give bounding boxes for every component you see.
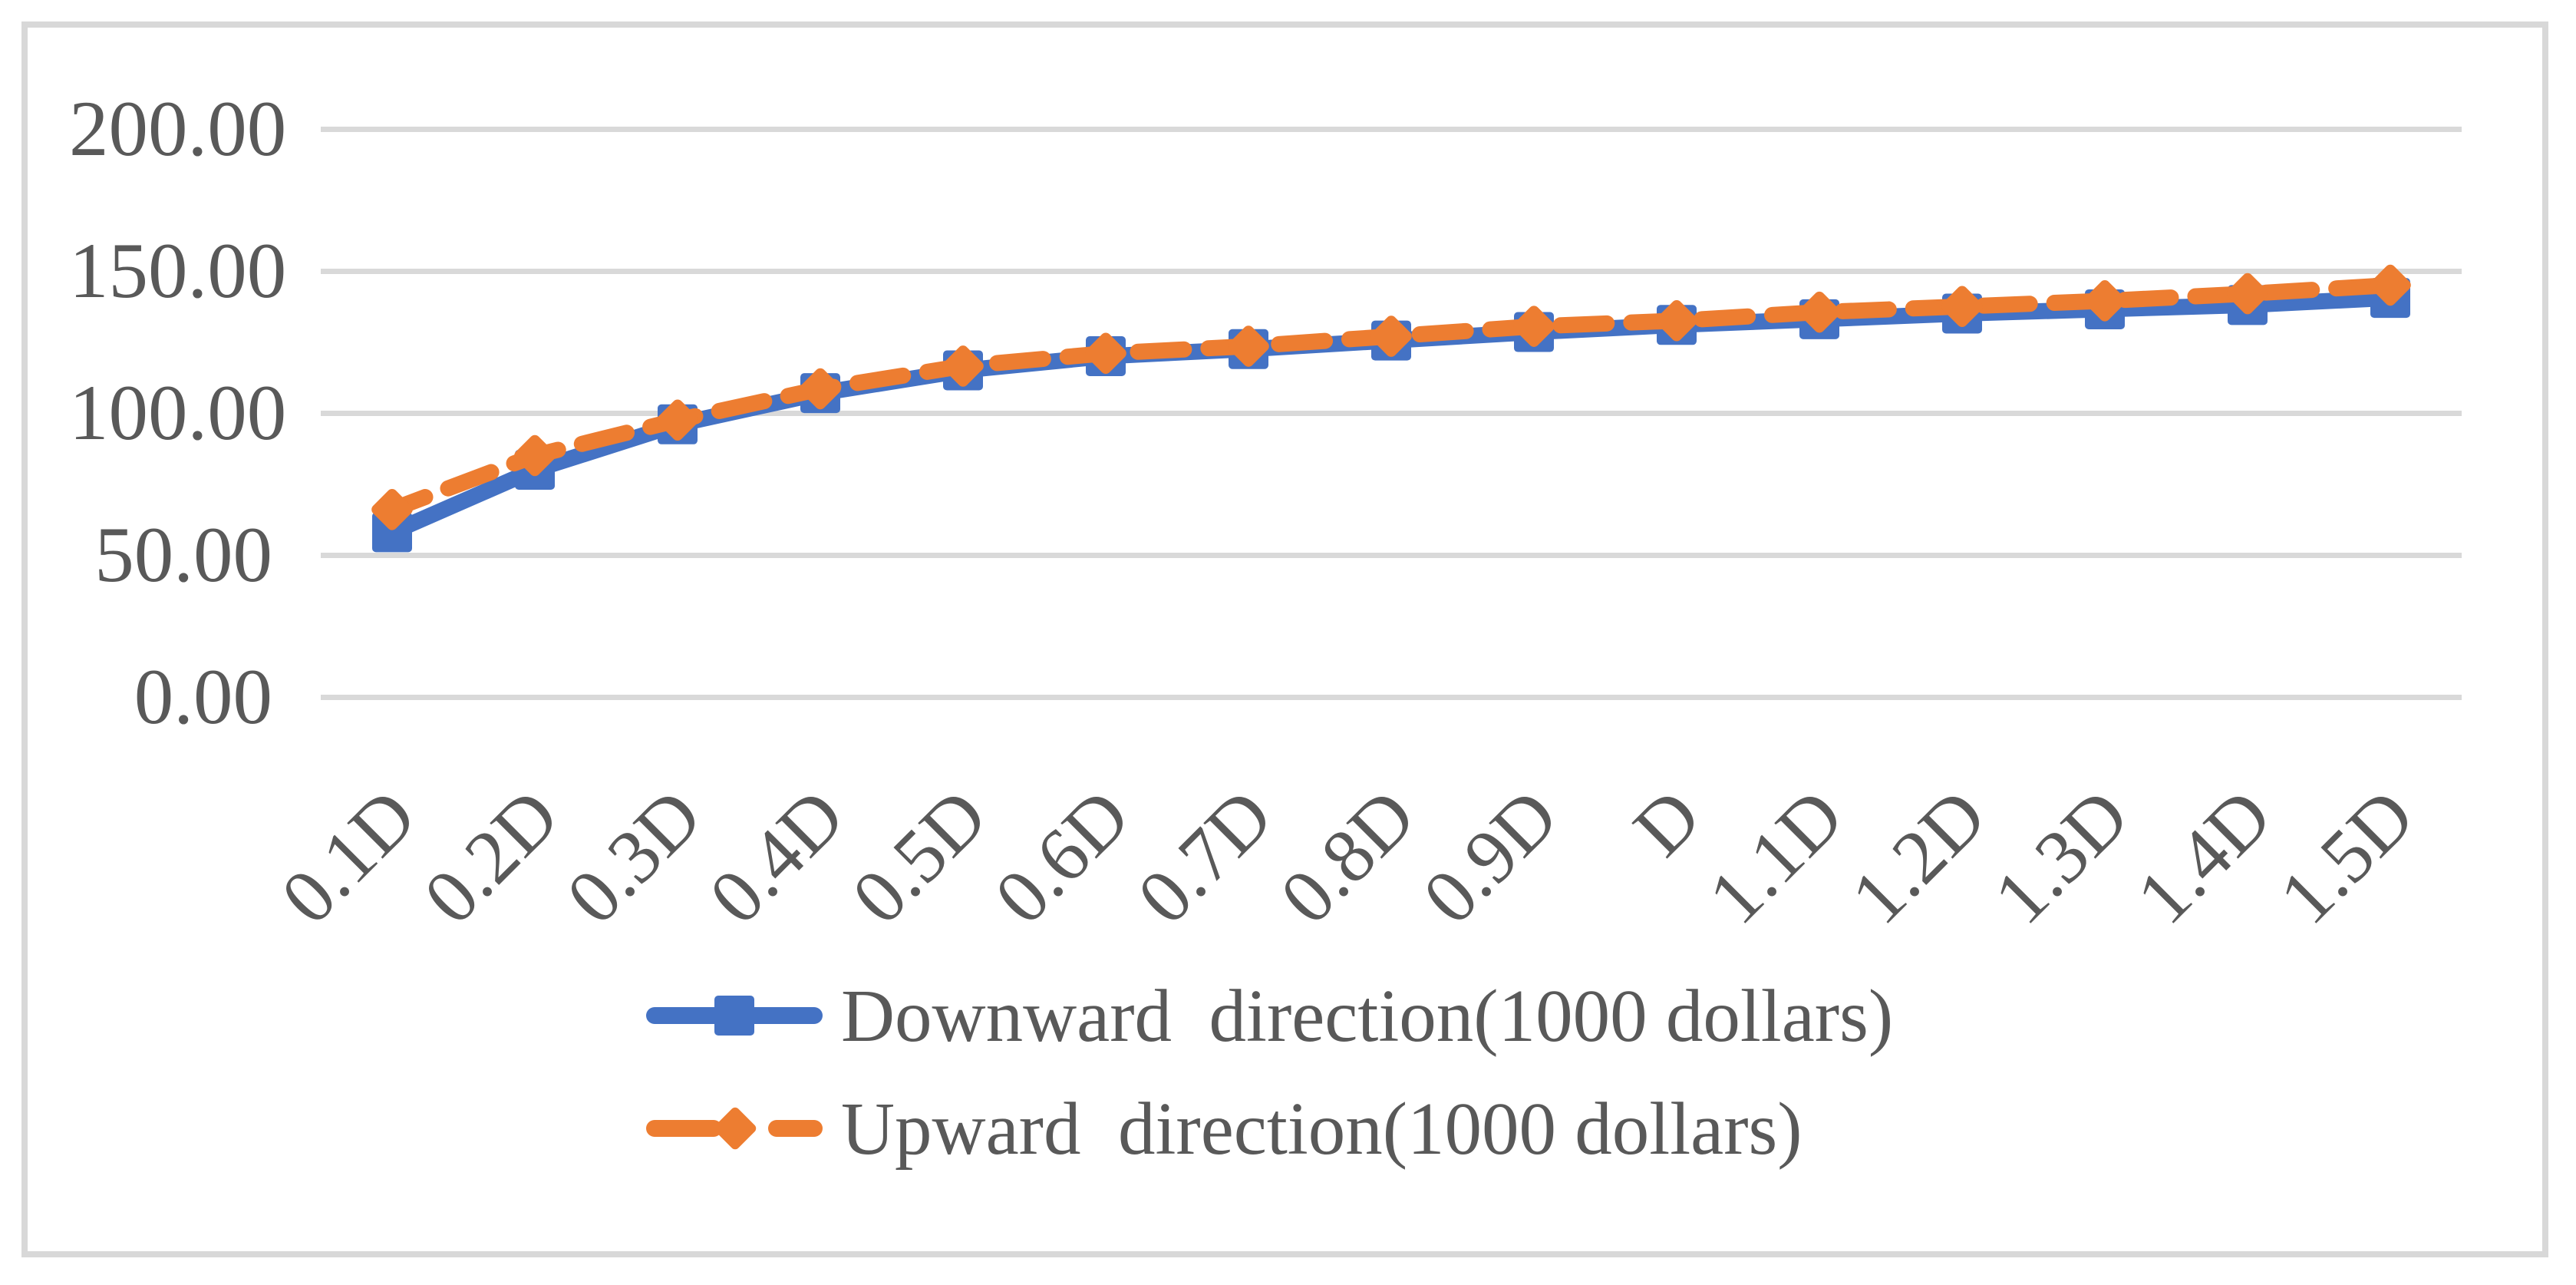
upward-series-marker [514, 434, 556, 477]
upward-series-marker [1513, 306, 1555, 347]
upward-series-marker [1799, 291, 1840, 333]
chart-outer-border [21, 21, 2548, 1257]
gridline [321, 126, 2462, 132]
downward-legend-swatch-icon [646, 996, 823, 1036]
legend-label-downward: Downward direction(1000 dollars) [841, 974, 1894, 1057]
upward-series-marker [2227, 273, 2268, 315]
gridline [321, 410, 2462, 416]
gridline [321, 268, 2462, 274]
upward-series-marker [1370, 315, 1412, 357]
legend-label-upward: Upward direction(1000 dollars) [841, 1087, 1803, 1170]
upward-series-marker [1085, 332, 1126, 375]
y-axis-tick-label: 150.00 [69, 227, 287, 315]
upward-series-marker [1228, 325, 1269, 367]
upward-series-marker [2370, 264, 2411, 306]
y-axis-tick-label: 200.00 [69, 85, 287, 173]
upward-series-marker [800, 368, 841, 410]
y-axis-tick-label: 0.00 [134, 653, 272, 741]
upward-series-marker [371, 489, 413, 530]
upward-legend-swatch-icon [646, 1107, 823, 1150]
upward-series-marker [2084, 280, 2126, 322]
gridline [321, 694, 2462, 700]
upward-series-marker [942, 345, 984, 387]
legend-item-upward: Upward direction(1000 dollars) [646, 1079, 1803, 1178]
upward-series-marker [657, 399, 698, 441]
upward-series-marker [1941, 286, 1983, 328]
y-axis-tick-label: 100.00 [69, 369, 287, 457]
upward-series-marker [1656, 299, 1697, 342]
y-axis-tick-label: 50.00 [94, 511, 272, 599]
gridline [321, 552, 2462, 558]
legend-item-downward: Downward direction(1000 dollars) [646, 966, 1893, 1065]
